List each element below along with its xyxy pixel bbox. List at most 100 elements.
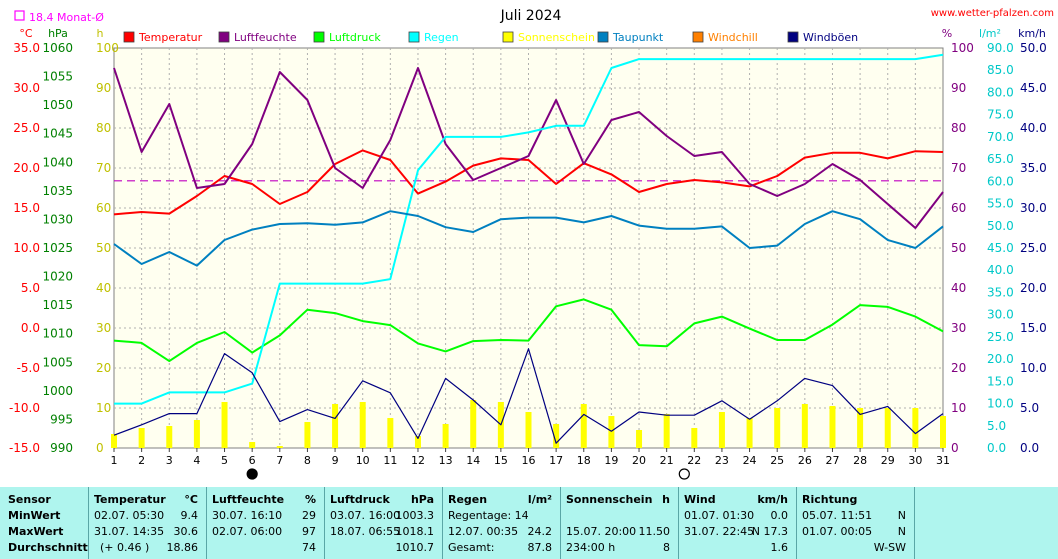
row-label: Sensor — [8, 493, 51, 506]
bar-sonnenschein — [249, 442, 256, 448]
legend-swatch — [692, 31, 704, 43]
x-tick-label: 12 — [411, 454, 425, 467]
tick-label-pressure: 1045 — [42, 127, 73, 141]
bar-sonnenschein — [442, 424, 449, 448]
x-tick-label: 23 — [715, 454, 729, 467]
x-tick-label: 26 — [798, 454, 812, 467]
x-tick-label: 6 — [249, 454, 256, 467]
column-unit: km/h — [757, 493, 788, 506]
x-tick-label: 15 — [494, 454, 508, 467]
tick-label-rain: 90.0 — [987, 41, 1014, 55]
tick-label-temp: 10.0 — [13, 241, 40, 255]
column-separator — [324, 487, 325, 559]
series-line-temperatur — [113, 149, 944, 216]
legend-label: Windböen — [803, 31, 858, 44]
bar-sonnenschein — [746, 418, 753, 448]
tick-label-humidity: 30 — [951, 321, 966, 335]
tick-label-wind: 0.0 — [1020, 441, 1039, 455]
x-tick-label: 11 — [383, 454, 397, 467]
series-line-luftfeuchte — [113, 67, 944, 229]
min-value: 29 — [302, 509, 316, 522]
monthly-average-marker — [14, 10, 25, 21]
series-line-luftdruck — [113, 298, 944, 363]
column-unit: °C — [184, 493, 198, 506]
tick-label-temp: -5.0 — [17, 361, 40, 375]
x-tick-label: 14 — [466, 454, 480, 467]
axis-unit-temp: °C — [19, 27, 33, 40]
max-value: 97 — [302, 525, 316, 538]
average-note: Gesamt: — [448, 541, 495, 554]
tick-label-rain: 85.0 — [987, 63, 1014, 77]
column-separator — [678, 487, 679, 559]
legend-swatch — [502, 31, 514, 43]
tick-label-rain: 50.0 — [987, 219, 1014, 233]
column-separator — [796, 487, 797, 559]
tick-label-humidity: 80 — [951, 121, 966, 135]
x-tick-label: 7 — [276, 454, 283, 467]
tick-label-humidity: 90 — [951, 81, 966, 95]
tick-label-humidity: 0 — [951, 441, 959, 455]
tick-label-wind: 5.0 — [1020, 401, 1039, 415]
x-tick-label: 24 — [743, 454, 757, 467]
average-value: 74 — [302, 541, 316, 554]
legend-label: Luftdruck — [329, 31, 381, 44]
series-line-taupunkt — [113, 210, 944, 267]
tick-label-sun: 60 — [96, 201, 111, 215]
max-value: 1018.1 — [395, 525, 435, 538]
bar-sonnenschein — [138, 428, 145, 448]
max-time: 31.07. 22:45 — [684, 525, 755, 538]
tick-label-sun: 40 — [96, 281, 111, 295]
x-tick-label: 4 — [193, 454, 200, 467]
axis-unit-humidity: % — [942, 27, 952, 40]
bar-sonnenschein — [636, 430, 643, 448]
tick-label-rain: 55.0 — [987, 197, 1014, 211]
bar-sonnenschein — [332, 404, 339, 448]
x-tick-label: 9 — [332, 454, 339, 467]
max-time: 12.07. 00:35 — [448, 525, 519, 538]
min-value: 1003.3 — [395, 509, 435, 522]
average-value: 8 — [663, 541, 670, 554]
tick-label-humidity: 20 — [951, 361, 966, 375]
x-tick-label: 1 — [111, 454, 118, 467]
max-time: 15.07. 20:00 — [566, 525, 637, 538]
tick-label-pressure: 1020 — [42, 270, 73, 284]
legend-swatch — [313, 31, 325, 43]
column-header: Regen — [448, 493, 488, 506]
bar-sonnenschein — [857, 408, 864, 448]
tick-label-sun: 90 — [96, 81, 111, 95]
tick-label-wind: 35.0 — [1020, 161, 1047, 175]
series-line-windboeen — [113, 348, 944, 444]
min-time: 03.07. 16:00 — [330, 509, 401, 522]
x-tick-label: 20 — [632, 454, 646, 467]
tick-label-sun: 100 — [96, 41, 119, 55]
tick-label-rain: 10.0 — [987, 397, 1014, 411]
tick-label-rain: 70.0 — [987, 130, 1014, 144]
legend-swatch — [787, 31, 799, 43]
x-tick-label: 28 — [853, 454, 867, 467]
column-header: Luftdruck — [330, 493, 390, 506]
max-value: N — [897, 525, 906, 538]
tick-label-rain: 35.0 — [987, 285, 1014, 299]
bar-sonnenschein — [580, 404, 587, 448]
tick-label-humidity: 10 — [951, 401, 966, 415]
column-separator — [88, 487, 89, 559]
legend-label: Taupunkt — [612, 31, 664, 44]
column-header: Wind — [684, 493, 716, 506]
average-value: 1.6 — [770, 541, 789, 554]
bar-sonnenschein — [304, 422, 311, 448]
tick-label-rain: 75.0 — [987, 108, 1014, 122]
column-separator — [206, 487, 207, 559]
tick-label-pressure: 1005 — [42, 355, 73, 369]
tick-label-rain: 65.0 — [987, 152, 1014, 166]
min-time: 30.07. 16:10 — [212, 509, 283, 522]
tick-label-temp: 35.0 — [13, 41, 40, 55]
tick-label-wind: 20.0 — [1020, 281, 1047, 295]
column-separator — [442, 487, 443, 559]
column-unit: hPa — [410, 493, 434, 506]
max-value: N 17.3 — [751, 525, 788, 538]
tick-label-wind: 45.0 — [1020, 81, 1047, 95]
tick-label-pressure: 1060 — [42, 41, 73, 55]
x-tick-label: 30 — [908, 454, 922, 467]
max-time: 31.07. 14:35 — [94, 525, 165, 538]
tick-label-humidity: 70 — [951, 161, 966, 175]
